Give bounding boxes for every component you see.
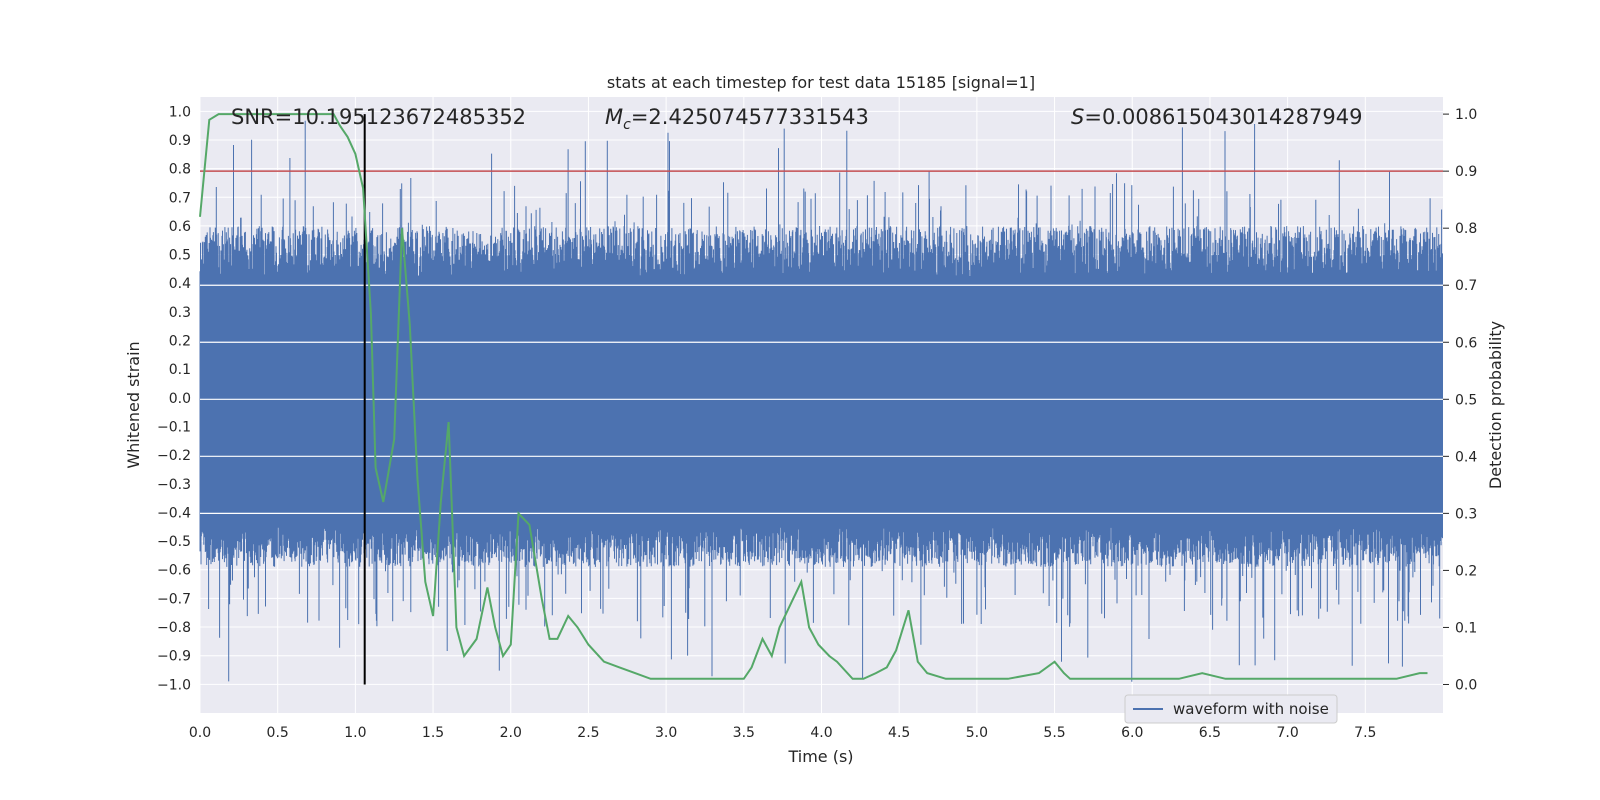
y-tick-label: −0.2	[157, 448, 191, 464]
x-tick-label: 5.5	[1043, 725, 1065, 741]
s-annotation: S=0.008615043014287949	[1071, 105, 1362, 129]
y2-tick-label: 0.3	[1455, 506, 1477, 522]
chirp-mass-annotation: Mc=2.425074577331543	[605, 105, 869, 133]
y-tick-label: −0.9	[157, 649, 191, 665]
legend-box	[1124, 694, 1338, 724]
chart-title: stats at each timestep for test data 151…	[607, 73, 1035, 92]
legend-entry: waveform with noise	[1173, 700, 1329, 718]
y-axis-right-label: Detection probability	[1486, 321, 1505, 489]
y-tick-label: 0.9	[169, 133, 191, 149]
y-tick-label: −0.5	[157, 534, 191, 550]
y-axis-label: Whitened strain	[124, 341, 143, 468]
x-tick-label: 5.0	[966, 725, 988, 741]
y-tick-label: 0.7	[169, 190, 191, 206]
y-tick-label: −0.3	[157, 477, 191, 493]
y-tick-label: 0.0	[169, 391, 191, 407]
x-tick-label: 4.0	[810, 725, 832, 741]
y2-tick-label: 1.0	[1455, 107, 1477, 123]
y2-tick-label: 0.7	[1455, 278, 1477, 294]
y-tick-label: −0.6	[157, 563, 191, 579]
x-tick-label: 4.5	[888, 725, 910, 741]
x-axis: 0.0 0.5 1.0 1.5 2.0 2.5 3.0 3.5 4.0 4.5 5.0 5.5 6.0 6…	[189, 725, 1377, 741]
y-tick-label: 1.0	[169, 104, 191, 120]
y2-tick-label: 0.9	[1455, 164, 1477, 180]
y2-tick-label: 0.8	[1455, 221, 1477, 237]
x-tick-label: 7.5	[1354, 725, 1376, 741]
x-tick-label: 2.5	[577, 725, 599, 741]
y2-tick-label: 0.4	[1455, 449, 1477, 465]
s-symbol: S	[1071, 105, 1084, 129]
waveform-series	[199, 120, 1443, 682]
y-axis-left: 1.0 0.9 0.8 0.7 0.6 0.5 0.4 0.3 0.2 0.1 0.0 −0.1 −0.…	[157, 104, 191, 693]
y2-tick-label: 0.1	[1455, 620, 1477, 636]
x-tick-label: 3.5	[733, 725, 755, 741]
snr-annotation: SNR=10.195123672485352	[231, 105, 526, 129]
y-tick-label: −0.4	[157, 505, 191, 521]
y-tick-label: 0.6	[169, 219, 191, 235]
overlay	[199, 113, 1443, 685]
x-tick-label: 6.5	[1199, 725, 1221, 741]
x-tick-label: 2.0	[500, 725, 522, 741]
detection-probability-line	[199, 113, 1428, 680]
y2-tick-label: 0.2	[1455, 563, 1477, 579]
y2-tick-label: 0.0	[1455, 677, 1477, 693]
s-value: =0.008615043014287949	[1084, 105, 1362, 129]
y-tick-label: −0.8	[157, 620, 191, 636]
y2-tick-label: 0.5	[1455, 392, 1477, 408]
x-tick-label: 0.5	[267, 725, 289, 741]
y-tick-label: 0.4	[169, 276, 191, 292]
y-tick-label: 0.2	[169, 334, 191, 350]
chirp-mass-symbol: M	[605, 105, 623, 129]
y-tick-label: −0.1	[157, 419, 191, 435]
y2-tick-label: 0.6	[1455, 335, 1477, 351]
y-tick-label: −1.0	[157, 677, 191, 693]
x-axis-label: Time (s)	[787, 747, 853, 766]
x-tick-label: 1.0	[344, 725, 366, 741]
legend: waveform with noise	[1124, 694, 1338, 724]
y-axis-right: 1.0 0.9 0.8 0.7 0.6 0.5 0.4 0.3 0.2 0.1 0.0	[1443, 107, 1477, 693]
y-tick-label: 0.3	[169, 305, 191, 321]
y-tick-label: −0.7	[157, 591, 191, 607]
waveform-core	[200, 277, 1443, 527]
y-tick-label: 0.5	[169, 248, 191, 264]
x-tick-label: 7.0	[1276, 725, 1298, 741]
chirp-mass-value: =2.425074577331543	[631, 105, 869, 129]
x-tick-label: 6.0	[1121, 725, 1143, 741]
x-tick-label: 0.0	[189, 725, 211, 741]
y-tick-label: 0.8	[169, 162, 191, 178]
x-tick-label: 3.0	[655, 725, 677, 741]
x-tick-label: 1.5	[422, 725, 444, 741]
chirp-mass-subscript: c	[623, 117, 631, 133]
y-tick-label: 0.1	[169, 362, 191, 378]
